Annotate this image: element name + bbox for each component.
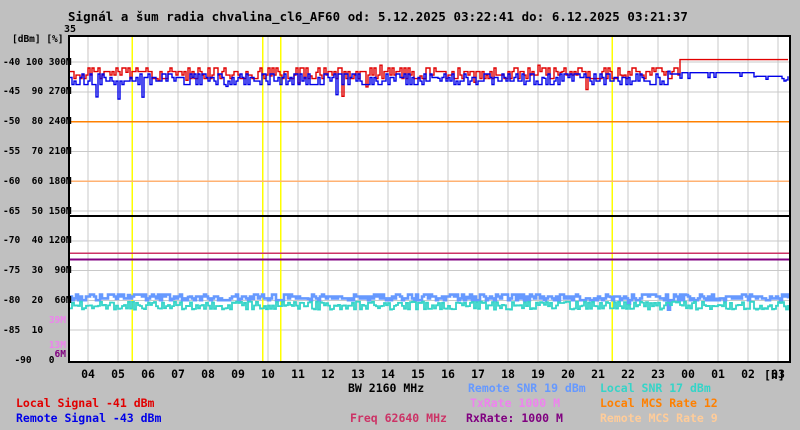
- x-axis-unit-label: [h]: [764, 368, 785, 382]
- legend-local-mcs: Local MCS Rate 12: [600, 396, 718, 410]
- x-axis-tick: 03: [771, 367, 785, 381]
- x-axis-tick: 16: [441, 367, 455, 381]
- x-axis-tick: 18: [501, 367, 515, 381]
- series-remote-snr: [70, 293, 789, 311]
- y-axis-row: -45 90 270M: [3, 86, 72, 98]
- x-axis-tick: 19: [531, 367, 545, 381]
- rate-mark-label: 6M: [54, 349, 66, 360]
- x-axis-tick: 15: [411, 367, 425, 381]
- legend-remote-mcs: Remote MCS Rate 9: [600, 411, 718, 425]
- legend-remote-signal: Remote Signal -43 dBm: [16, 411, 162, 425]
- x-axis-tick: 17: [471, 367, 485, 381]
- y-axis-row: -65 50 150M: [3, 205, 72, 217]
- y-axis-row: -70 40 120M: [3, 235, 72, 247]
- series-local-snr: [70, 300, 789, 311]
- x-axis-tick: 09: [231, 367, 245, 381]
- rate-mark-label: 13M: [48, 340, 66, 351]
- y-axis-row: -55 70 210M: [3, 145, 72, 157]
- x-axis-tick: 14: [381, 367, 395, 381]
- x-axis-tick: 01: [711, 367, 725, 381]
- y-axis-unit-label: [dBm] [%]: [12, 34, 64, 45]
- x-axis-tick: 08: [201, 367, 215, 381]
- y-axis-row: -50 80 240M: [3, 116, 72, 128]
- y-axis-row: -75 30 90M: [3, 265, 72, 277]
- x-axis-tick: 07: [171, 367, 185, 381]
- legend-frequency: Freq 62640 MHz: [350, 411, 447, 425]
- x-axis-tick: 12: [321, 367, 335, 381]
- x-axis-tick: 04: [81, 367, 95, 381]
- series-local-signal: [70, 58, 788, 97]
- y-axis-row: -40 100 300M: [3, 56, 72, 68]
- x-axis-tick: 20: [561, 367, 575, 381]
- x-axis-tick: 00: [681, 367, 695, 381]
- y-axis-row: -85 10: [3, 324, 44, 336]
- x-axis-tick: 06: [141, 367, 155, 381]
- x-axis-tick: 23: [651, 367, 665, 381]
- legend-remote-snr: Remote SNR 19 dBm: [468, 381, 586, 395]
- x-axis-tick: 10: [261, 367, 275, 381]
- x-axis-tick: 22: [621, 367, 635, 381]
- x-axis-tick: 11: [291, 367, 305, 381]
- legend-txrate: TxRate 1000 M: [470, 396, 561, 410]
- rate-mark-label: 39M: [48, 315, 66, 326]
- chart-title: Signál a šum radia chvalina_cl6_AF60 od:…: [68, 9, 688, 24]
- x-axis-tick: 13: [351, 367, 365, 381]
- x-axis-tick: 21: [591, 367, 605, 381]
- x-axis-tick: 02: [741, 367, 755, 381]
- legend-rxrate: RxRate: 1000 M: [466, 411, 563, 425]
- y-axis-top-value: 35: [64, 24, 77, 35]
- y-axis-row: -60 60 180M: [3, 175, 72, 187]
- legend-bandwidth: BW 2160 MHz: [348, 381, 425, 395]
- legend-local-snr: Local SNR 17 dBm: [600, 381, 711, 395]
- x-axis-tick: 05: [111, 367, 125, 381]
- legend-local-signal: Local Signal -41 dBm: [16, 396, 155, 410]
- y-axis-row: -80 20 60M: [3, 294, 72, 306]
- series-remote-signal: [70, 70, 789, 100]
- y-axis-row: -90 0: [3, 354, 55, 366]
